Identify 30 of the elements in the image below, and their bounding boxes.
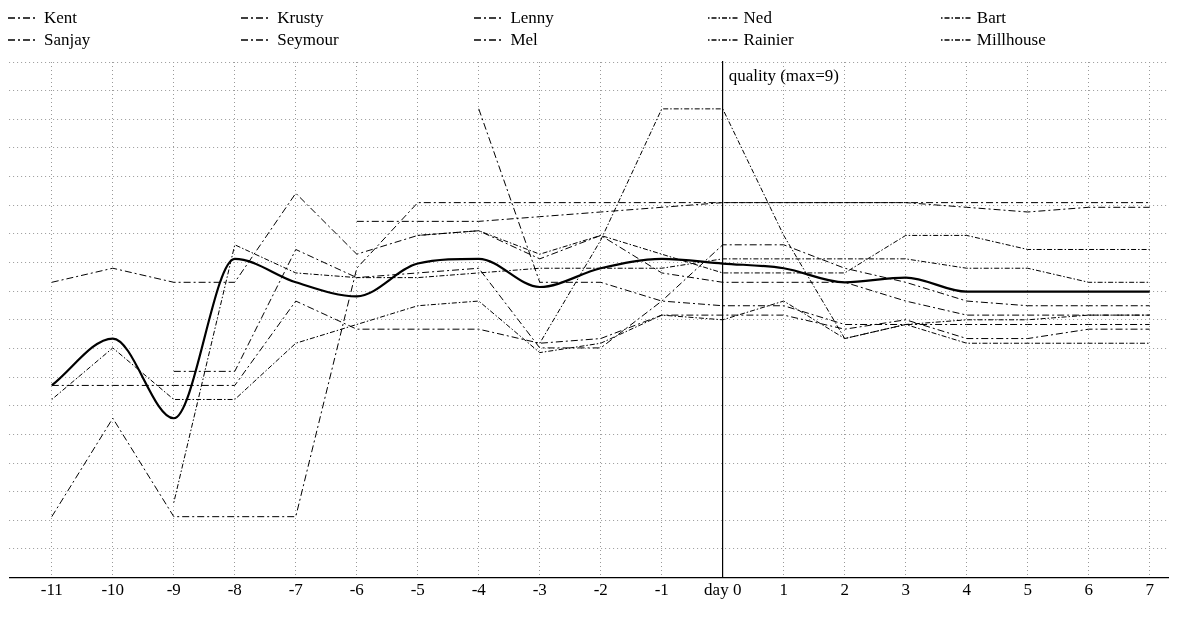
legend-label: Ned [743,8,772,28]
legend-label: Lenny [510,8,554,28]
x-tick-label: 4 [962,580,972,600]
x-tick-label: -3 [532,580,547,600]
x-tick-label: 5 [1023,580,1032,600]
legend-label: Krusty [277,8,324,28]
x-tick-label: -10 [101,580,125,600]
legend-label: Bart [976,8,1007,28]
legend-label: Rainier [743,30,794,50]
x-tick-label: -6 [349,580,364,600]
x-tick-label: 1 [779,580,788,600]
x-tick-label: 7 [1145,580,1155,600]
x-tick-label: -4 [471,580,487,600]
x-tick-label: -11 [40,580,63,600]
legend-label: Millhouse [976,30,1046,50]
legend-label: Kent [44,8,78,28]
x-tick-label: 2 [840,580,849,600]
x-tick-label: day 0 [704,580,742,600]
x-tick-label: -5 [410,580,425,600]
x-tick-label: -2 [593,580,608,600]
x-tick-label: -8 [227,580,242,600]
legend-label: Seymour [277,30,339,50]
x-tick-label: 6 [1084,580,1093,600]
x-tick-label: 3 [901,580,910,600]
x-tick-label: -7 [288,580,304,600]
x-tick-label: -1 [654,580,669,600]
legend-label: Sanjay [44,30,91,50]
y-axis-title: quality (max=9) [728,65,839,85]
legend-label: Mel [510,30,538,50]
x-tick-label: -9 [166,580,181,600]
